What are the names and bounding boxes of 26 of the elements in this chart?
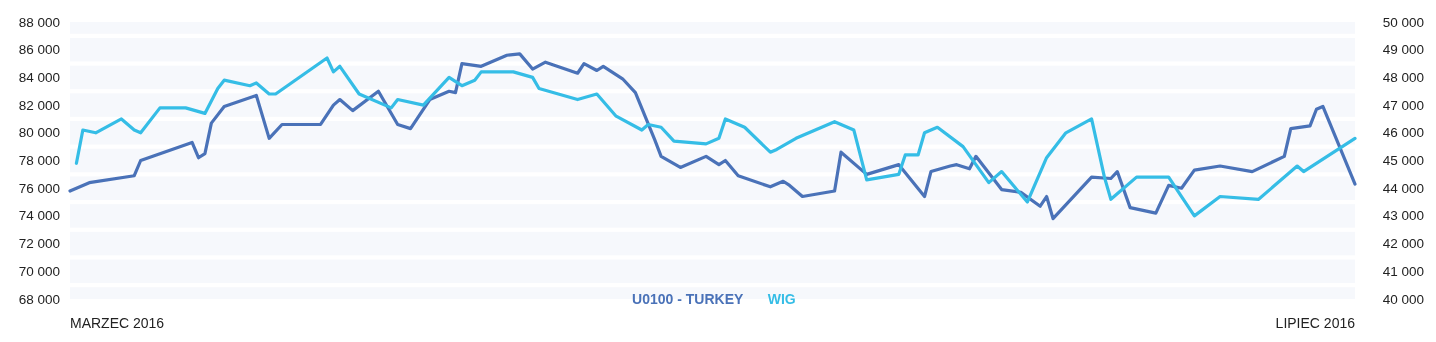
text: U0100 - TURKEY bbox=[632, 291, 745, 307]
y-tick-label: 88 000 bbox=[18, 14, 60, 30]
y-tick-label: 84 000 bbox=[18, 69, 60, 85]
y2-tick-label: 47 000 bbox=[1382, 97, 1424, 113]
y-tick-label: 86 000 bbox=[18, 42, 60, 58]
text: WIG bbox=[767, 291, 796, 307]
y2-tick-label: 46 000 bbox=[1382, 125, 1424, 141]
y-tick-label: 74 000 bbox=[18, 208, 60, 224]
y2-tick-label: 45 000 bbox=[1382, 153, 1424, 168]
y2-tick-label: 43 000 bbox=[1382, 208, 1424, 224]
y2-tick-label: 42 000 bbox=[1382, 236, 1424, 252]
y2-tick-label: 40 000 bbox=[1382, 291, 1424, 307]
y2-tick-label: 44 000 bbox=[1382, 180, 1424, 196]
text: MARZEC 2016 bbox=[70, 315, 165, 331]
y-tick-label: 68 000 bbox=[18, 291, 60, 307]
y2-tick-label: 41 000 bbox=[1382, 263, 1424, 279]
y-tick-label: 78 000 bbox=[18, 153, 60, 168]
y-tick-label: 70 000 bbox=[18, 263, 60, 279]
y-tick-label: 72 000 bbox=[18, 236, 60, 252]
y-tick-label: 76 000 bbox=[18, 180, 60, 196]
y2-tick-label: 50 000 bbox=[1382, 14, 1424, 30]
y2-tick-label: 49 000 bbox=[1382, 42, 1424, 58]
y2-tick-label: 48 000 bbox=[1382, 69, 1424, 85]
y-tick-label: 82 000 bbox=[18, 97, 60, 113]
y-tick-label: 80 000 bbox=[18, 125, 60, 141]
text: LIPIEC 2016 bbox=[1275, 315, 1356, 331]
